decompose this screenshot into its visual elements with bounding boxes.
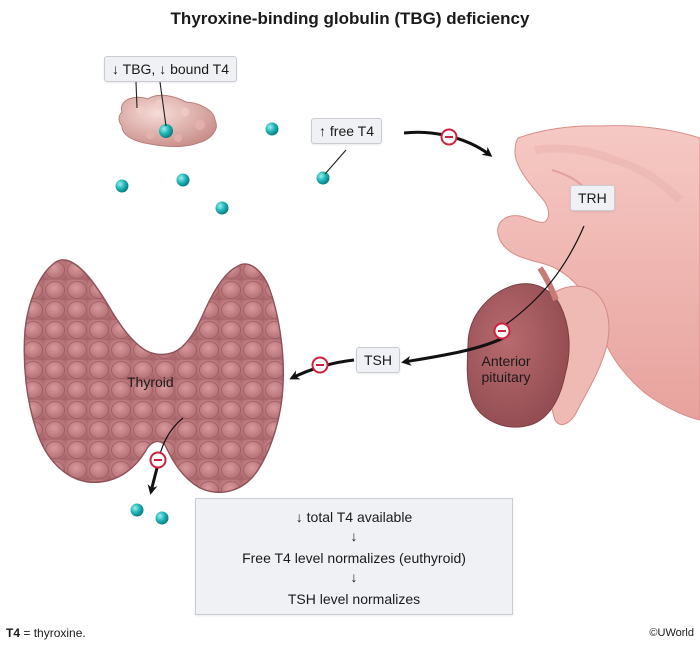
thyroid-gland — [23, 259, 285, 493]
summary-line-tsh: TSH level normalizes — [287, 591, 421, 607]
arrow-thyroid-output — [147, 467, 159, 495]
tbg-protein — [118, 94, 217, 147]
label-tsh: TSH — [356, 347, 400, 373]
footnote-abbr: T4 — [6, 626, 21, 640]
minus-circle-icon — [149, 451, 167, 469]
t4-molecule — [155, 511, 169, 525]
leader-lines — [135, 81, 347, 175]
label-anterior-pituitary: Anterior pituitary — [481, 353, 531, 385]
t4-molecule — [115, 179, 129, 193]
t4-molecule — [176, 173, 190, 187]
label-tbg-bound-t4: ↓ TBG, ↓ bound T4 — [104, 56, 237, 82]
label-free-t4: ↑ free T4 — [311, 118, 382, 144]
copyright-notice: ©UWorld — [649, 627, 694, 639]
t4-molecule — [215, 201, 229, 215]
down-arrow-icon: ↓ — [350, 528, 358, 544]
arrow-trh-to-pituitary — [504, 225, 585, 326]
t4-molecule — [265, 122, 279, 136]
abbreviation-footnote: T4 = thyroxine. — [6, 626, 86, 640]
diagram-title: Thyroxine-binding globulin (TBG) deficie… — [170, 9, 530, 28]
arrow-pituitary-to-tsh — [401, 335, 506, 366]
t4-molecule — [130, 503, 144, 517]
t4-molecules — [115, 122, 330, 525]
footnote-definition: = thyroxine. — [20, 626, 86, 640]
outcome-summary-box: ↓ total T4 available ↓ Free T4 level nor… — [195, 498, 513, 615]
minus-circle-icon — [440, 128, 458, 146]
label-thyroid: Thyroid — [127, 374, 174, 390]
down-arrow-icon: ↓ — [350, 569, 358, 585]
t4-molecule-bound — [159, 124, 173, 138]
inhibition-markers — [149, 128, 511, 469]
minus-circle-icon — [311, 356, 329, 374]
summary-line-total-t4: ↓ total T4 available — [295, 509, 413, 525]
label-trh: TRH — [570, 185, 615, 211]
summary-line-free-t4: Free T4 level normalizes (euthyroid) — [242, 550, 466, 566]
minus-circle-icon — [493, 322, 511, 340]
t4-molecule — [316, 171, 330, 185]
